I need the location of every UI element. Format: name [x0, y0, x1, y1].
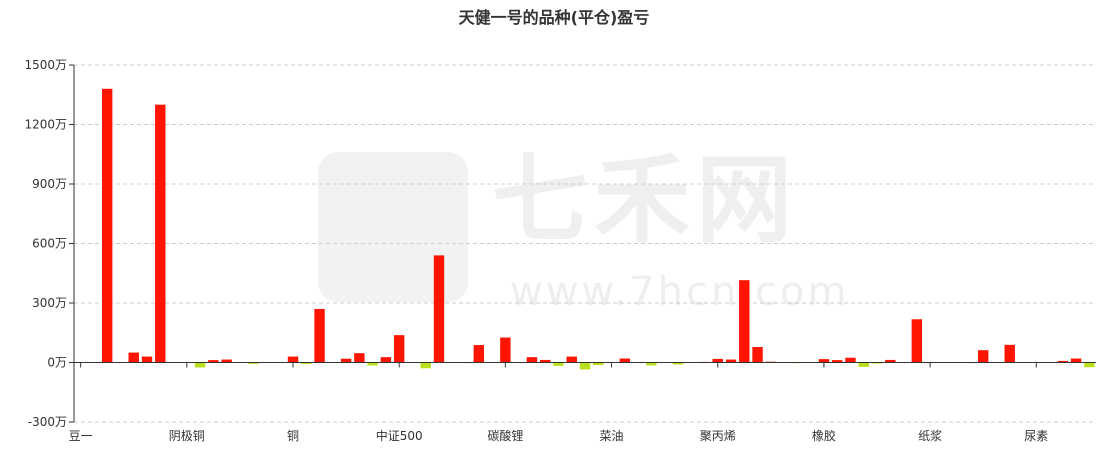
- bar: [712, 358, 723, 363]
- bar: [194, 362, 206, 368]
- bar: [858, 362, 869, 367]
- x-tick-label: 中证500: [376, 428, 423, 443]
- bar: [1084, 362, 1095, 368]
- bar: [526, 357, 538, 363]
- x-tick-label: 尿素: [1024, 429, 1048, 443]
- bar: [646, 362, 657, 366]
- bar: [208, 360, 219, 363]
- bar: [593, 362, 604, 366]
- bar: [752, 347, 763, 363]
- bar: [247, 362, 259, 364]
- bar: [818, 359, 830, 363]
- x-tick-label: 菜油: [600, 429, 624, 443]
- bar: [1057, 360, 1069, 363]
- bar: [287, 356, 299, 363]
- bar: [420, 362, 431, 369]
- y-tick-label: 300万: [32, 296, 67, 310]
- y-tick-label: 900万: [32, 177, 67, 191]
- bar: [739, 280, 750, 363]
- bar: [1070, 358, 1082, 363]
- x-tick-label: 纸浆: [918, 428, 942, 443]
- bar: [911, 319, 923, 363]
- bar: [725, 359, 737, 363]
- bar: [354, 353, 365, 363]
- bar: [128, 352, 139, 363]
- y-tick-label: 0万: [47, 356, 67, 370]
- bar: [845, 357, 856, 363]
- y-tick-label: -300万: [28, 415, 67, 429]
- bar: [367, 362, 378, 366]
- x-tick-label: 碳酸锂: [487, 428, 523, 443]
- bar: [101, 88, 113, 363]
- y-tick-label: 1200万: [24, 118, 67, 132]
- bar: [314, 308, 325, 363]
- bar: [619, 358, 631, 363]
- y-tick-label: 1500万: [24, 58, 67, 72]
- x-tick-label: 豆一: [69, 429, 93, 443]
- bar: [553, 362, 564, 366]
- bar: [393, 335, 405, 363]
- x-tick-label: 橡胶: [812, 428, 836, 443]
- bar: [221, 359, 232, 363]
- bar: [885, 359, 896, 363]
- bar: [155, 104, 166, 363]
- bar: [141, 356, 153, 363]
- bar: [566, 356, 577, 363]
- bar: [433, 255, 445, 363]
- y-tick-label: 600万: [32, 237, 67, 251]
- bar: [340, 358, 352, 363]
- x-tick-label: 阴极铜: [169, 428, 205, 443]
- bar: [579, 362, 591, 370]
- bar: [977, 350, 989, 363]
- bar: [380, 357, 392, 363]
- bar: [831, 360, 843, 363]
- bar: [539, 359, 551, 363]
- bar: [473, 345, 485, 363]
- bar: [301, 362, 312, 365]
- chart-title: 天健一号的品种(平仓)盈亏: [458, 8, 650, 27]
- x-tick-label: 铜: [287, 428, 299, 443]
- bar: [672, 362, 684, 365]
- bar: [1004, 344, 1015, 363]
- bar: [500, 337, 511, 363]
- x-tick-label: 聚丙烯: [700, 429, 736, 443]
